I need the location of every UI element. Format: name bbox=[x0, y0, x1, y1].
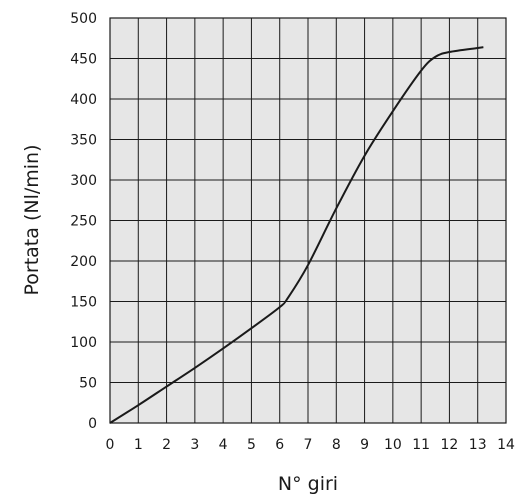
y-axis-label: Portata (Nl/min) bbox=[21, 145, 43, 296]
x-axis-label: N° giri bbox=[278, 473, 338, 495]
y-tick-label: 500 bbox=[70, 11, 97, 27]
y-tick-label: 100 bbox=[70, 335, 97, 351]
x-tick-label: 13 bbox=[469, 437, 487, 453]
x-tick-label: 10 bbox=[384, 437, 402, 453]
x-tick-label: 1 bbox=[134, 437, 143, 453]
y-tick-label: 300 bbox=[70, 173, 97, 189]
x-tick-label: 0 bbox=[106, 437, 115, 453]
x-tick-label: 4 bbox=[219, 437, 228, 453]
y-tick-labels: 0 50 100 150 200 250 300 350 400 450 500 bbox=[70, 11, 97, 432]
y-tick-label: 450 bbox=[70, 52, 97, 68]
y-tick-label: 150 bbox=[70, 295, 97, 311]
series-line bbox=[109, 46, 484, 424]
x-tick-label: 12 bbox=[441, 437, 459, 453]
x-tick-label: 2 bbox=[162, 437, 171, 453]
y-tick-label: 50 bbox=[79, 376, 97, 392]
y-tick-label: 250 bbox=[70, 214, 97, 230]
x-tick-labels: 0 1 2 3 4 5 6 7 8 9 10 11 12 13 14 bbox=[106, 437, 515, 453]
y-tick-label: 0 bbox=[88, 416, 97, 432]
plot-border bbox=[109, 17, 507, 424]
x-tick-label: 14 bbox=[497, 437, 515, 453]
x-tick-label: 6 bbox=[275, 437, 284, 453]
x-tick-label: 5 bbox=[247, 437, 256, 453]
y-tick-label: 200 bbox=[70, 254, 97, 270]
x-tick-label: 8 bbox=[332, 437, 341, 453]
y-tick-label: 350 bbox=[70, 133, 97, 149]
x-tick-label: 11 bbox=[412, 437, 430, 453]
y-tick-label: 400 bbox=[70, 92, 97, 108]
x-tick-label: 9 bbox=[360, 437, 369, 453]
x-tick-label: 3 bbox=[190, 437, 199, 453]
x-tick-label: 7 bbox=[304, 437, 313, 453]
